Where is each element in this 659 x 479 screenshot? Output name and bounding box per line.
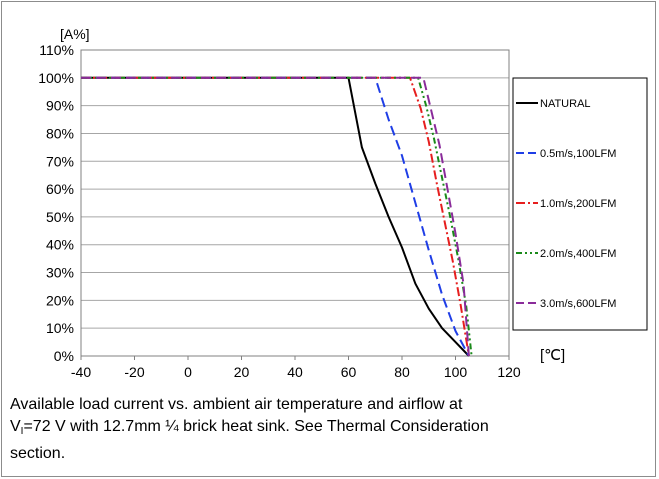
caption-voltage-symbol: V [10,418,21,435]
x-tick-label: 20 [234,364,250,380]
plot-border [80,49,510,357]
x-tick-label: 60 [341,364,357,380]
figure-caption: Available load current vs. ambient air t… [10,394,650,465]
y-axis-label: [A%] [60,26,90,42]
series-line-2 [81,76,470,357]
x-tick-label: 80 [394,364,410,380]
x-tick-label: -40 [71,364,91,380]
caption-line-1: Available load current vs. ambient air t… [10,396,463,413]
x-tick-label: 40 [287,364,303,380]
y-tick-label: 20% [46,292,74,308]
legend-label: NATURAL [540,98,591,110]
y-tick-label: 80% [46,125,74,141]
series-line-1 [81,76,470,357]
x-tick-label: -20 [124,364,144,380]
x-tick-label: 120 [497,364,521,380]
caption-line-2: =72 V with 12.7mm ¼ brick heat sink. See… [23,418,489,435]
x-tick-label: 0 [184,364,192,380]
y-tick-label: 50% [46,209,74,225]
plot-area: 0% 10% 20% 30% 40% 50% 60% 70% 80% 90% 100% 110% -40… [38,42,521,380]
y-tick-label: 60% [46,181,74,197]
y-tick-label: 0% [54,348,74,364]
caption-line-3: section. [10,445,66,462]
y-tick-label: 10% [46,320,74,336]
series-line-3 [81,76,470,357]
legend-label: 1.0m/s,200LFM [540,198,616,210]
legend: NATURAL 0.5m/s,100LFM 1.0m/s,200LFM 2.0m/s,… [512,77,648,331]
series-line-5 [81,76,470,357]
y-tick-label: 70% [46,153,74,169]
y-tick-label: 110% [39,42,74,58]
legend-label: 2.0m/s,400LFM [540,248,616,260]
derating-chart: 0% 10% 20% 30% 40% 50% 60% 70% 80% 90% 100% 110% -40… [38,26,648,380]
x-axis-label: [℃] [540,347,565,364]
legend-label: 0.5m/s,100LFM [540,148,616,160]
y-tick-label: 30% [46,265,74,281]
y-tick-label: 40% [46,237,74,253]
legend-label: 3.0m/s,600LFM [540,298,616,310]
y-tick-label: 100% [38,70,74,86]
x-tick-label: 100 [444,364,468,380]
y-tick-label: 90% [46,98,74,114]
caption-voltage-subscript: I [20,426,24,437]
